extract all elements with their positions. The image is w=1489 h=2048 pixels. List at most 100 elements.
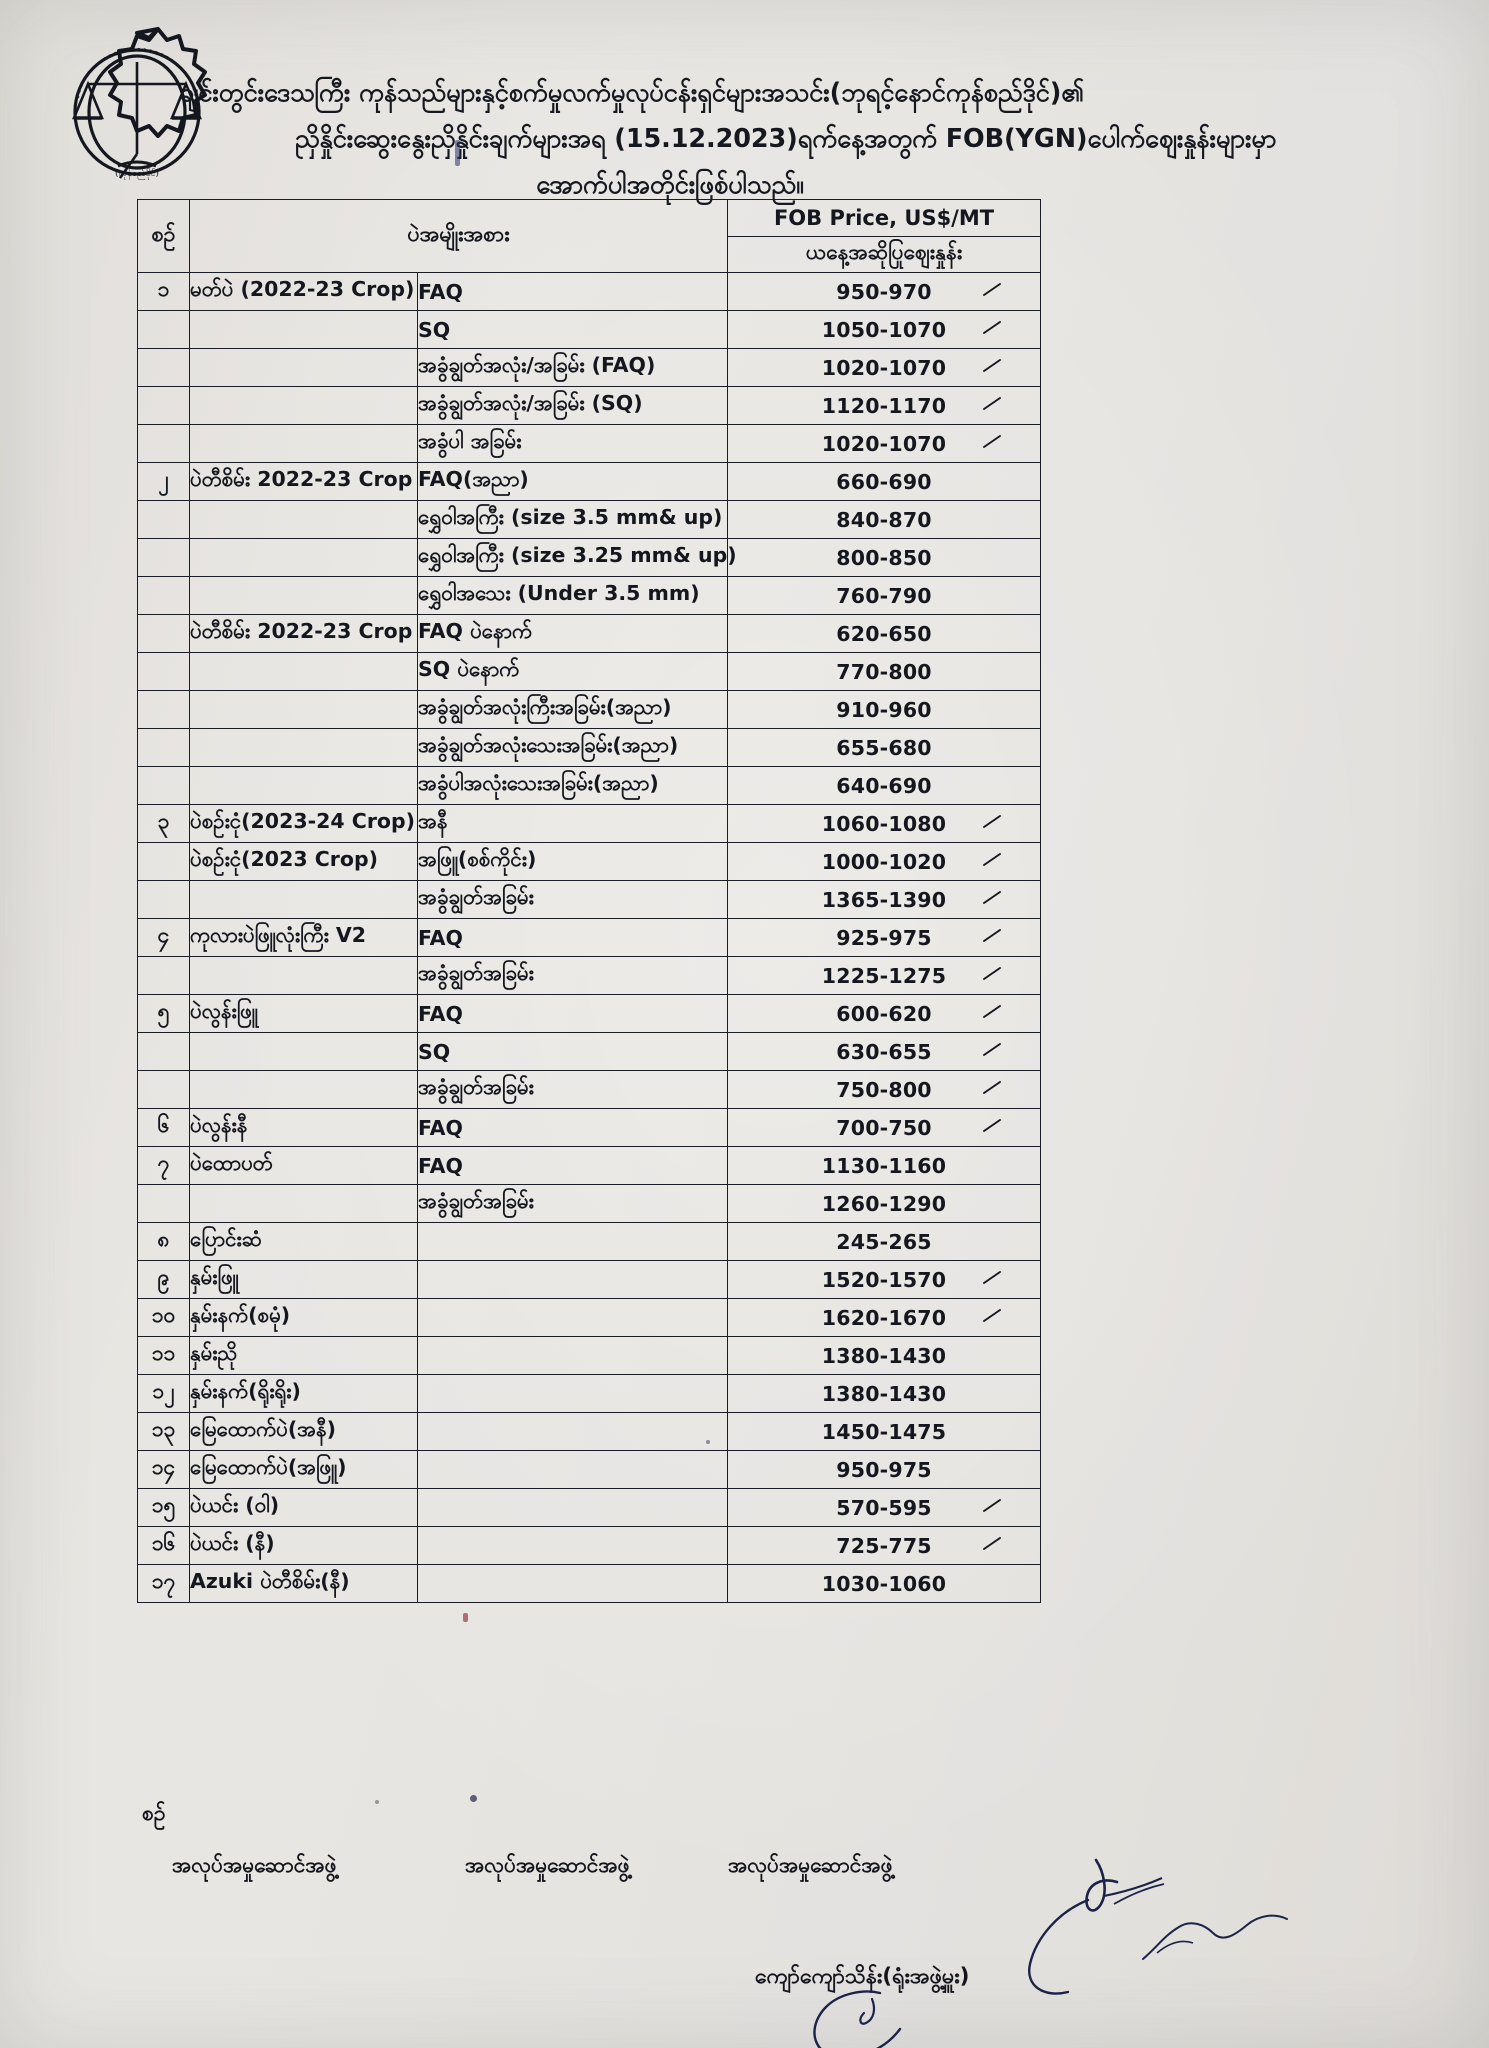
cell-pulse-name: နှမ်းဖြူ	[189, 1260, 418, 1299]
cell-price: 770-800	[727, 652, 1042, 691]
table-row: ၉နှမ်းဖြူ 1520-1570	[137, 1260, 1042, 1299]
cell-price: 910-960	[727, 690, 1042, 729]
cell-serial-number: ၁၄	[137, 1450, 190, 1489]
cell-pulse-name	[189, 1032, 418, 1071]
cell-pulse-name: ပဲလွန်းဖြူ	[189, 994, 418, 1033]
cell-price: 1520-1570	[727, 1260, 1042, 1299]
price-value: 725-775	[836, 1533, 932, 1558]
signature-row: အလုပ်အမှုဆောင်အဖွဲ့ အလုပ်အမှုဆောင်အဖွဲ့ …	[0, 1852, 1489, 1892]
scan-speck	[470, 1795, 477, 1802]
cell-grade: အနီ	[416, 804, 729, 843]
signer-name: ကျော်ကျော်သိန်း(ရုံးအဖွဲ့မှူး)	[755, 1964, 970, 1989]
handwritten-check-mark	[983, 1536, 1002, 1551]
header-line-2: ညှိနှိုင်းဆွေးနွေးညှိနှိုင်းချက်များအရ (…	[295, 124, 1277, 154]
svg-text:(ကုန်စည်ဒိုင်): (ကုန်စည်ဒိုင်)	[115, 168, 159, 180]
price-value: 600-620	[836, 1001, 932, 1026]
price-value: 245-265	[836, 1229, 932, 1254]
table-row: ရွှေဝါအကြီး (size 3.5 mm& up) 840-870	[137, 500, 1042, 539]
cell-grade: FAQ(အညာ)	[416, 462, 729, 501]
price-value: 620-650	[836, 621, 932, 646]
cell-serial-number	[137, 956, 190, 995]
price-value: 1450-1475	[821, 1419, 947, 1444]
cell-price: 1130-1160	[727, 1146, 1042, 1185]
cell-price: 1060-1080	[727, 804, 1042, 843]
cell-pulse-name	[189, 576, 418, 615]
price-value: 630-655	[836, 1039, 932, 1064]
cell-serial-number	[137, 880, 190, 919]
table-body: ၁မတ်ပဲ (2022-23 Crop) FAQ 950-970 SQ 1050-10…	[137, 272, 1042, 1603]
cell-pulse-name	[189, 880, 418, 919]
cell-serial-number: ၆	[137, 1108, 190, 1147]
cell-price: 1260-1290	[727, 1184, 1042, 1223]
handwritten-check-mark	[983, 320, 1002, 335]
cell-grade	[416, 1260, 729, 1299]
table-row: အခွံချွတ်အလုံး/အခြမ်း (FAQ) 1020-1070	[137, 348, 1042, 387]
cell-pulse-name: နှမ်းညို	[189, 1336, 418, 1375]
signature-block-3: အလုပ်အမှုဆောင်အဖွဲ့	[728, 1853, 893, 1877]
price-value: 1000-1020	[821, 849, 947, 874]
cell-pulse-name: နှမ်းနက်(စမုံ)	[189, 1298, 418, 1337]
price-value: 840-870	[836, 507, 932, 532]
cell-grade: အခွံချွတ်အခြမ်း	[416, 1070, 729, 1109]
table-row: ၄ကုလားပဲဖြူလုံးကြီး V2 FAQ 925-975	[137, 918, 1042, 957]
table-row: ၁မတ်ပဲ (2022-23 Crop) FAQ 950-970	[137, 272, 1042, 311]
cell-price: 950-970	[727, 272, 1042, 311]
cell-price: 1120-1170	[727, 386, 1042, 425]
signature-block-1: အလုပ်အမှုဆောင်အဖွဲ့	[172, 1853, 337, 1877]
cell-pulse-name: ပဲစဉ်းငုံ(2023-24 Crop)	[189, 804, 418, 843]
cell-pulse-name: နှမ်းနက်(ရိုးရိုး)	[189, 1374, 418, 1413]
cell-pulse-name: မြေထောက်ပဲ(အနီ)	[189, 1412, 418, 1451]
cell-pulse-name	[189, 728, 418, 767]
price-value: 660-690	[836, 469, 932, 494]
cell-serial-number: ၁၆	[137, 1526, 190, 1565]
price-value: 1030-1060	[821, 1571, 947, 1596]
price-value: 700-750	[836, 1115, 932, 1140]
cell-price: 600-620	[727, 994, 1042, 1033]
table-row: အခွံချွတ်အလုံး/အခြမ်း (SQ) 1120-1170	[137, 386, 1042, 425]
cell-grade	[416, 1298, 729, 1337]
cell-grade	[416, 1564, 729, 1603]
cell-pulse-name: ပဲစဉ်းငုံ(2023 Crop)	[189, 842, 418, 881]
cell-grade: အခွံချွတ်အခြမ်း	[416, 956, 729, 995]
cell-grade: FAQ ပဲနောက်	[416, 614, 729, 653]
cell-price: 620-650	[727, 614, 1042, 653]
header-cell-no: စဉ်	[137, 199, 190, 273]
handwritten-check-mark	[983, 852, 1002, 867]
table-row: ပဲစဉ်းငုံ(2023 Crop) အဖြူ(စစ်ကိုင်း) 1000-…	[137, 842, 1042, 881]
cell-pulse-name: ပဲတီစိမ်း 2022-23 Crop	[189, 462, 418, 501]
table-row: SQ ပဲနောက် 770-800	[137, 652, 1042, 691]
table-row: ၃ပဲစဉ်းငုံ(2023-24 Crop) အနီ 1060-1080	[137, 804, 1042, 843]
price-value: 1380-1430	[821, 1343, 947, 1368]
table-header: စဉ် ပဲအမျိုးအစား FOB Price, US$/MT ယနေ့အ…	[137, 199, 1042, 273]
scan-speck	[375, 1800, 379, 1804]
cell-price: 1020-1070	[727, 424, 1042, 463]
price-value: 1050-1070	[821, 317, 947, 342]
table-row: အခွံချွတ်အခြမ်း 750-800	[137, 1070, 1042, 1109]
cell-price: 655-680	[727, 728, 1042, 767]
cell-price: 630-655	[727, 1032, 1042, 1071]
cell-serial-number: ၁၁	[137, 1336, 190, 1375]
cell-price: 1450-1475	[727, 1412, 1042, 1451]
cell-grade: FAQ	[416, 1108, 729, 1147]
cell-pulse-name	[189, 1070, 418, 1109]
handwritten-check-mark	[983, 1308, 1002, 1323]
cell-price: 1000-1020	[727, 842, 1042, 881]
table-row: ၁၅ ပဲယင်း (ဝါ) 570-595	[137, 1488, 1042, 1527]
cell-price: 1050-1070	[727, 310, 1042, 349]
handwritten-signature-2	[760, 1985, 990, 2048]
handwritten-date-annotation	[1135, 1905, 1295, 1975]
cell-serial-number	[137, 576, 190, 615]
document-header: ချင်းတွင်းဒေသကြီး ကုန်သည်များနှင့်စက်မှု…	[150, 70, 1440, 208]
price-value: 1120-1170	[821, 393, 947, 418]
cell-pulse-name	[189, 956, 418, 995]
handwritten-check-mark	[983, 1270, 1002, 1285]
cell-pulse-name: ကုလားပဲဖြူလုံးကြီး V2	[189, 918, 418, 957]
cell-pulse-name	[189, 1184, 418, 1223]
cell-price: 700-750	[727, 1108, 1042, 1147]
cell-serial-number	[137, 310, 190, 349]
cell-grade: SQ	[416, 1032, 729, 1071]
cell-price: 1225-1275	[727, 956, 1042, 995]
cell-grade	[416, 1488, 729, 1527]
cell-grade: အခွံချွတ်အလုံး/အခြမ်း (FAQ)	[416, 348, 729, 387]
table-row: ၁၂ နှမ်းနက်(ရိုးရိုး) 1380-1430	[137, 1374, 1042, 1413]
